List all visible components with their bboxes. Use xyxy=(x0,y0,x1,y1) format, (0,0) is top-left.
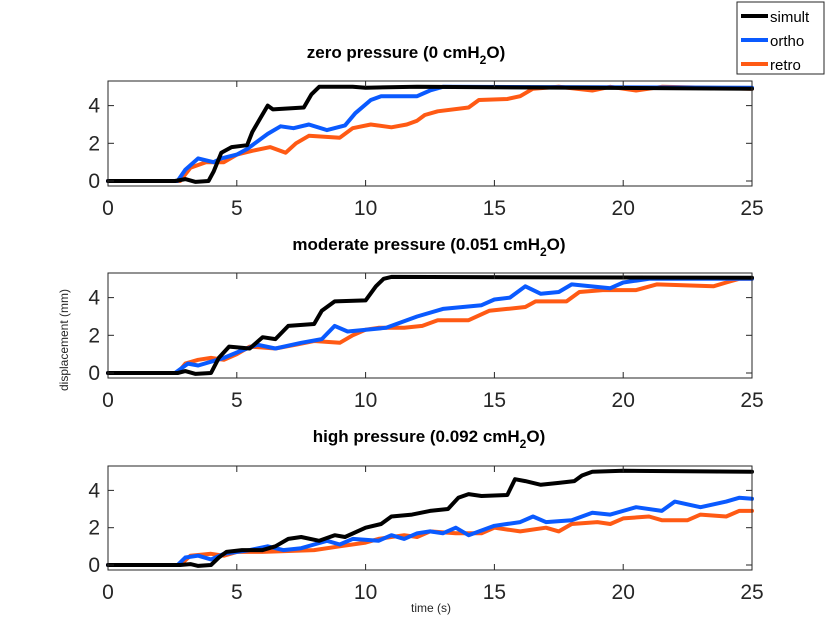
panel-zero-pressure: zero pressure (0 cmH2O) 0 5 10 15 20 25 0 2 4 xyxy=(88,43,763,220)
panel-title: zero pressure (0 cmH2O) xyxy=(307,43,505,67)
axes-frame xyxy=(107,80,753,187)
plot-area: 0 5 10 15 20 25 0 2 4 xyxy=(88,465,764,604)
x-tick-label: 0 xyxy=(102,197,114,220)
panel-moderate-pressure: moderate pressure (0.051 cmH2O) 0 5 10 15 20… xyxy=(88,235,763,412)
y-tick-label: 4 xyxy=(88,95,100,118)
y-tick-label: 0 xyxy=(88,554,100,577)
series-line-ortho xyxy=(106,84,754,183)
plot-area: 0 5 10 15 20 25 0 2 4 xyxy=(88,272,764,412)
x-tick-label: 5 xyxy=(231,389,243,412)
x-tick-label: 20 xyxy=(612,197,635,220)
y-tick-label: 4 xyxy=(88,287,100,310)
series-line-retro xyxy=(106,276,754,375)
y-tick-label: 2 xyxy=(88,132,100,155)
x-tick-label: 5 xyxy=(231,197,243,220)
x-tick-label: 15 xyxy=(483,197,506,220)
plot-area: 0 5 10 15 20 25 0 2 4 xyxy=(88,80,764,220)
x-tick-label: 20 xyxy=(612,389,635,412)
series-line-simult xyxy=(106,468,754,568)
axes-frame xyxy=(107,272,753,379)
series-line-simult xyxy=(106,274,754,376)
panel-title: moderate pressure (0.051 cmH2O) xyxy=(292,235,565,259)
series-line-retro xyxy=(106,84,754,183)
x-tick-label: 0 xyxy=(102,581,114,604)
x-tick-label: 15 xyxy=(483,389,506,412)
x-tick-label: 0 xyxy=(102,389,114,412)
panel-title: high pressure (0.092 cmH2O) xyxy=(313,427,546,451)
panel-high-pressure: high pressure (0.092 cmH2O) 0 5 10 15 20 25 0 2… xyxy=(88,427,763,604)
series-line-simult xyxy=(106,84,754,184)
y-tick-label: 0 xyxy=(88,170,100,193)
x-tick-label: 15 xyxy=(483,581,506,604)
y-axis-label: displacement (mm) xyxy=(57,289,71,391)
axes-frame xyxy=(107,465,753,571)
x-tick-label: 10 xyxy=(354,389,377,412)
x-axis-label: time (s) xyxy=(411,601,451,615)
x-tick-label: 5 xyxy=(231,581,243,604)
y-tick-label: 0 xyxy=(88,362,100,385)
x-tick-label: 20 xyxy=(612,581,635,604)
x-tick-label: 25 xyxy=(740,197,763,220)
legend: simult ortho retro xyxy=(736,1,825,75)
x-tick-label: 25 xyxy=(740,389,763,412)
y-tick-label: 4 xyxy=(88,479,100,502)
x-tick-label: 10 xyxy=(354,197,377,220)
legend-label-ortho: ortho xyxy=(770,33,804,50)
legend-label-simult: simult xyxy=(770,9,810,26)
legend-label-retro: retro xyxy=(770,57,801,74)
y-tick-label: 2 xyxy=(88,324,100,347)
x-tick-label: 25 xyxy=(740,581,763,604)
x-tick-label: 10 xyxy=(354,581,377,604)
y-tick-label: 2 xyxy=(88,517,100,540)
